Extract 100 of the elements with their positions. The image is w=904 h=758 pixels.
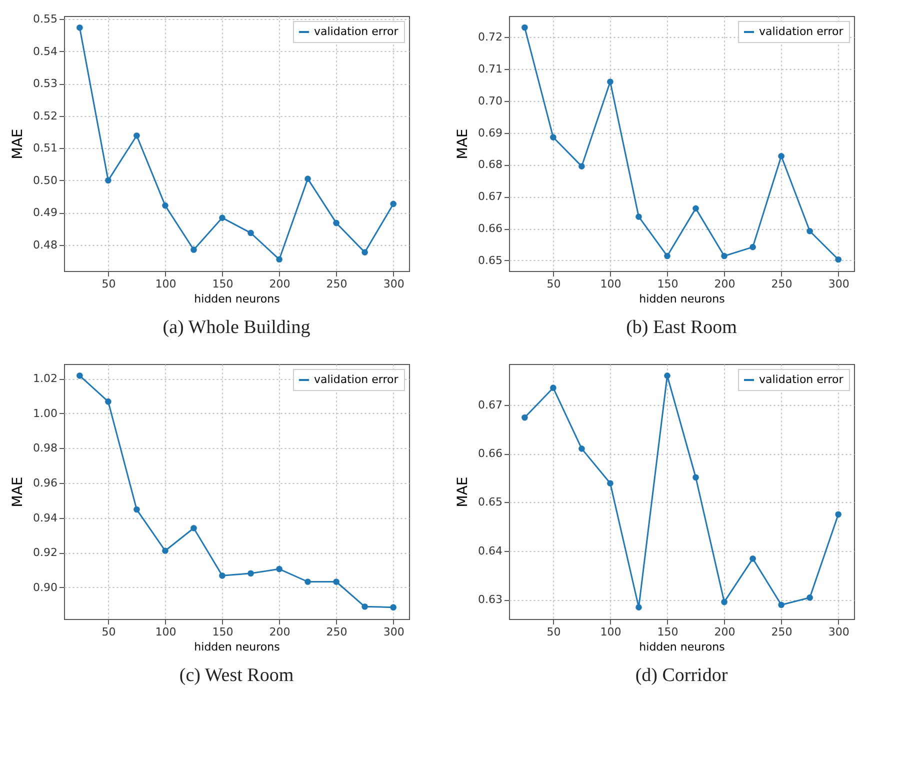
x-tick-label: 300: [383, 278, 404, 290]
y-tick-label: 0.90: [33, 580, 58, 594]
y-tick-label: 0.65: [478, 254, 502, 267]
x-tick-label: 250: [771, 278, 792, 290]
x-tick-label: 50: [102, 626, 116, 638]
point: [248, 570, 254, 577]
point: [276, 566, 282, 572]
x-tick-label: 150: [657, 278, 678, 290]
y-tick-label: 0.65: [478, 496, 502, 509]
x-tick-label: 300: [828, 626, 850, 638]
y-tick-label: 0.50: [33, 174, 58, 187]
y-tick-label: 0.55: [33, 12, 58, 26]
x-tick-label: 200: [714, 278, 736, 290]
x-tick-label: 50: [102, 278, 116, 290]
y-tick-label: 1.00: [33, 406, 58, 420]
x-tick-label: 250: [326, 278, 348, 290]
point: [522, 414, 528, 421]
point: [76, 24, 83, 31]
x-tick-label: 200: [269, 278, 290, 290]
point: [578, 163, 585, 170]
y-tick-label: 0.94: [33, 511, 58, 524]
y-tick-label: 0.96: [33, 476, 58, 490]
point: [578, 446, 585, 452]
point: [333, 578, 340, 585]
x-axis-title: hidden neurons: [639, 640, 726, 654]
point: [248, 230, 254, 236]
x-tick-label: 300: [383, 626, 404, 638]
point: [105, 177, 112, 184]
y-tick-label: 0.70: [478, 94, 502, 108]
y-tick-label: 0.68: [478, 158, 502, 172]
x-tick-label: 100: [600, 278, 622, 290]
y-axis-title: MAE: [10, 476, 26, 508]
point: [550, 134, 556, 140]
point: [219, 572, 226, 579]
point: [750, 556, 756, 562]
point: [664, 252, 670, 260]
point: [692, 474, 699, 481]
point: [76, 372, 83, 379]
y-tick-label: 0.64: [478, 544, 502, 558]
legend-label: validation error: [759, 373, 844, 386]
point: [835, 256, 842, 263]
legend-label: validation error: [314, 373, 399, 386]
y-tick-label: 0.92: [33, 546, 58, 560]
point: [778, 152, 784, 160]
point: [390, 200, 396, 208]
y-tick-label: 0.66: [478, 447, 502, 460]
text: (c) West Room: [179, 665, 294, 686]
point: [162, 548, 168, 554]
point: [105, 398, 112, 405]
y-axis-title: MAE: [10, 128, 26, 160]
point: [664, 372, 670, 379]
x-tick-label: 250: [771, 626, 792, 638]
point: [778, 602, 784, 608]
x-tick-label: 250: [326, 626, 348, 638]
x-tick-label: 200: [714, 626, 736, 638]
x-tick-label: 100: [600, 626, 622, 638]
y-tick-label: 0.71: [478, 62, 502, 76]
y-tick-label: 0.67: [478, 190, 502, 204]
point: [162, 202, 168, 209]
y-tick-label: 0.54: [33, 44, 58, 58]
point: [304, 176, 311, 182]
y-tick-label: 0.48: [33, 238, 58, 252]
point: [636, 214, 642, 220]
y-tick-label: 0.53: [33, 77, 58, 90]
x-tick-label: 50: [546, 278, 561, 290]
point: [362, 249, 368, 256]
y-tick-label: 0.52: [33, 109, 58, 122]
point: [607, 480, 614, 486]
point: [835, 511, 842, 518]
point: [806, 228, 813, 234]
y-tick-label: 0.63: [478, 593, 502, 606]
y-tick-label: 1.02: [33, 372, 58, 386]
text: (d) Corridor: [635, 665, 728, 686]
y-tick-label: 0.67: [478, 398, 502, 412]
point: [522, 24, 528, 31]
point: [607, 78, 614, 85]
x-axis-title: hidden neurons: [194, 640, 280, 654]
x-tick-label: 150: [212, 278, 234, 290]
y-tick-label: 0.69: [478, 126, 502, 140]
x-tick-label: 50: [546, 626, 561, 638]
x-tick-label: 150: [212, 626, 234, 638]
point: [190, 524, 197, 532]
legend-label: validation error: [314, 25, 399, 38]
point: [806, 594, 813, 601]
point: [721, 598, 728, 606]
point: [219, 214, 226, 221]
point: [721, 252, 728, 260]
point: [134, 506, 140, 513]
x-tick-label: 300: [828, 278, 850, 290]
y-tick-label: 0.51: [33, 142, 58, 155]
x-axis-title: hidden neurons: [194, 292, 280, 306]
x-axis-title: hidden neurons: [639, 292, 726, 306]
point: [550, 384, 556, 391]
y-axis-title: MAE: [455, 476, 472, 508]
point: [304, 578, 311, 585]
x-tick-label: 150: [657, 626, 678, 638]
point: [390, 604, 396, 610]
text: (a) Whole Building: [162, 317, 311, 338]
point: [750, 244, 756, 250]
x-tick-label: 100: [155, 626, 176, 638]
